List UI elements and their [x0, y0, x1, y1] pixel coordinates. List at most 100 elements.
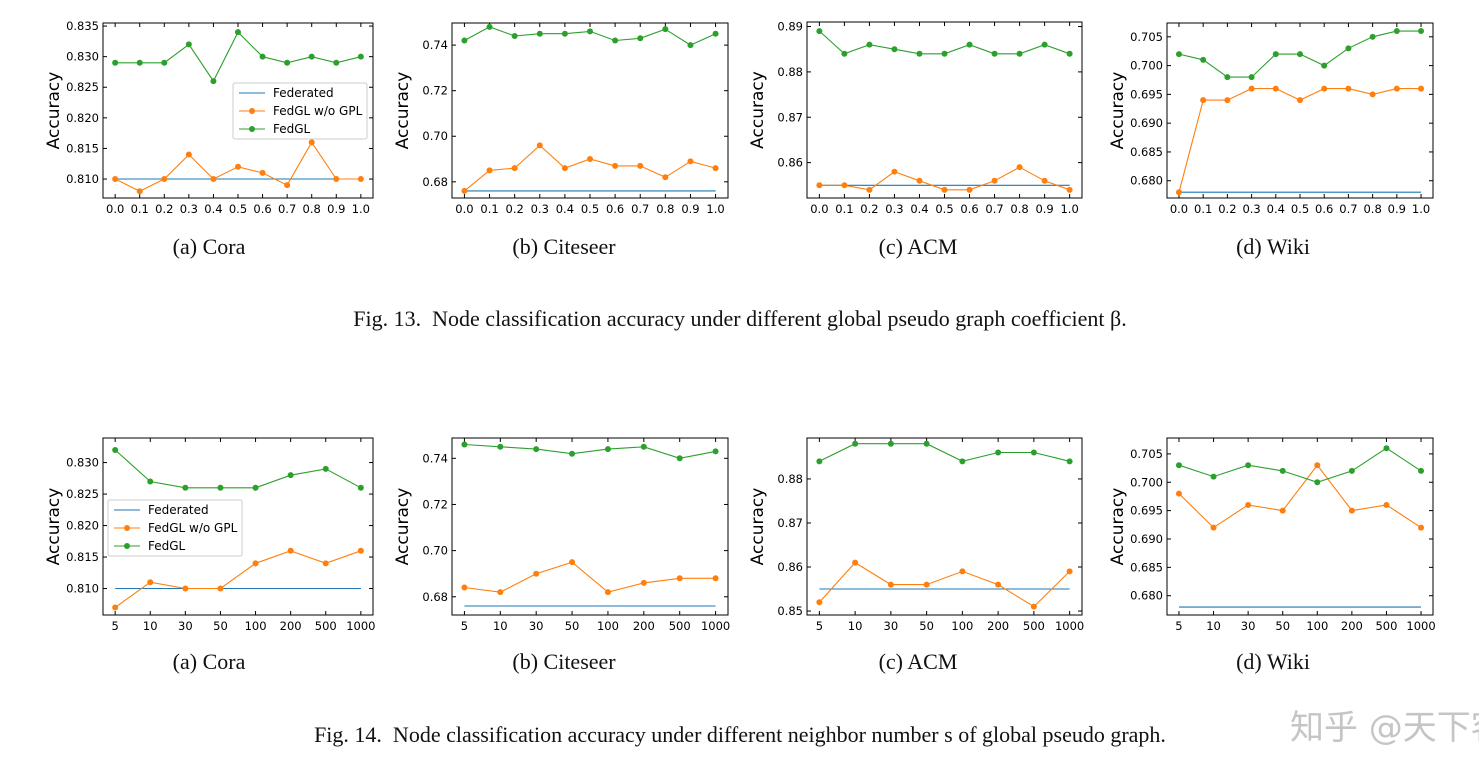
x-tick-label: 0.2 [860, 202, 878, 216]
x-tick-label: 200 [633, 619, 655, 633]
data-point [112, 446, 119, 453]
x-tick-label: 0.0 [1170, 202, 1188, 216]
x-tick-label: 0.4 [1267, 202, 1285, 216]
data-point [841, 50, 848, 57]
data-point [923, 581, 930, 588]
x-tick-label: 0.5 [581, 202, 599, 216]
data-point [640, 443, 647, 450]
data-point [1418, 85, 1425, 92]
data-point [1200, 97, 1207, 104]
data-point [284, 59, 291, 66]
x-tick-label: 0.4 [910, 202, 928, 216]
x-tick-label: 30 [178, 619, 193, 633]
data-point [816, 182, 823, 189]
data-point [182, 585, 189, 592]
data-point [287, 547, 294, 554]
figure-14-caption: Fig. 14. Node classification accuracy un… [314, 722, 1166, 748]
axes-frame [806, 437, 1083, 616]
y-tick-label: 0.72 [422, 84, 448, 98]
data-point [712, 448, 719, 455]
data-point [1210, 473, 1217, 480]
legend-label: FedGL w/o GPL [148, 521, 238, 535]
y-tick-label: 0.820 [66, 111, 99, 125]
data-point [461, 584, 468, 591]
x-tick-label: 5 [461, 619, 468, 633]
x-tick-label: 500 [1375, 619, 1397, 633]
data-point [637, 162, 644, 169]
legend-label: FedGL [273, 122, 311, 136]
y-tick-label: 0.705 [1130, 30, 1163, 44]
x-tick-label: 1.0 [1412, 202, 1430, 216]
data-point [1066, 568, 1073, 575]
y-axis-label: Accuracy [1108, 72, 1128, 150]
data-point [235, 29, 241, 36]
legend-label: Federated [273, 86, 334, 100]
x-tick-label: 50 [919, 619, 934, 633]
data-point [612, 37, 619, 44]
x-tick-label: 1000 [1406, 619, 1435, 633]
chart-7: 0.680 0.685 0.690 0.695 0.700 0.705 5 10 30 50 100… [1108, 437, 1436, 633]
x-tick-label: 0.8 [303, 202, 321, 216]
x-tick-label: 0.2 [155, 202, 173, 216]
data-point [1210, 524, 1217, 531]
x-tick-label: 0.6 [253, 202, 271, 216]
series-line-fedgl-w-o-gpl [1178, 88, 1421, 193]
data-point [1314, 479, 1321, 486]
data-point [712, 30, 719, 37]
data-point [182, 484, 189, 491]
data-point [259, 53, 266, 60]
x-tick-label: 0.8 [1363, 202, 1381, 216]
data-point [1348, 507, 1355, 514]
x-tick-label: 0.1 [480, 202, 498, 216]
data-point [1279, 467, 1286, 474]
data-point [866, 186, 873, 193]
data-point [497, 589, 504, 596]
data-point [687, 42, 694, 49]
data-point [252, 560, 259, 567]
x-tick-label: 0.9 [1388, 202, 1406, 216]
data-point [185, 41, 192, 48]
data-point [891, 168, 898, 175]
subcaption-14d: (d) Wiki [1236, 649, 1310, 674]
data-point [587, 28, 593, 35]
y-axis-label: Accuracy [748, 488, 768, 566]
data-point [604, 589, 611, 596]
y-tick-label: 0.690 [1130, 116, 1163, 130]
data-point [1200, 56, 1207, 63]
data-point [569, 559, 576, 566]
axes-frame [451, 22, 729, 199]
y-tick-label: 0.815 [66, 550, 99, 564]
x-tick-label: 0.7 [985, 202, 1003, 216]
y-tick-label: 0.680 [1130, 174, 1163, 188]
y-tick-label: 0.810 [66, 582, 99, 596]
figure-13-label: Fig. 13. [353, 306, 422, 331]
data-point [217, 484, 224, 491]
x-tick-label: 200 [1341, 619, 1363, 633]
subcaption-14a: (a) Cora [172, 649, 246, 674]
subcaption-14c: (c) ACM [878, 649, 958, 674]
data-point [1314, 462, 1321, 469]
x-tick-label: 1000 [346, 619, 375, 633]
figure-14-label: Fig. 14. [314, 722, 382, 747]
data-point [357, 484, 364, 491]
x-tick-label: 0.9 [1035, 202, 1053, 216]
legend-label: Federated [148, 503, 209, 517]
x-tick-label: 50 [213, 619, 228, 633]
series-line-fedgl-w-o-gpl [1178, 464, 1422, 529]
y-tick-label: 0.815 [66, 141, 99, 155]
data-point [185, 151, 192, 158]
y-tick-label: 0.695 [1130, 87, 1163, 101]
data-point [662, 174, 669, 181]
data-point [1066, 50, 1073, 57]
x-tick-label: 5 [111, 619, 118, 633]
series-line-fedgl-w-o-gpl [464, 144, 716, 192]
data-point [486, 167, 493, 174]
x-tick-label: 0.6 [606, 202, 624, 216]
data-point [959, 458, 966, 465]
x-tick-label: 0.6 [1315, 202, 1333, 216]
data-point [287, 472, 294, 479]
x-tick-label: 5 [1175, 619, 1182, 633]
data-point [210, 176, 217, 183]
data-point [112, 59, 119, 66]
data-point [941, 186, 948, 193]
